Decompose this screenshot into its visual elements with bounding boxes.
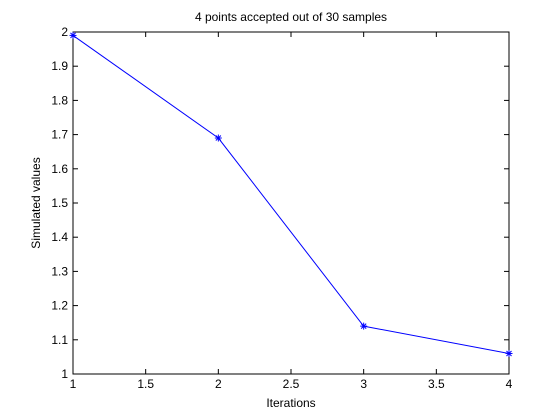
- data-point-marker: [69, 31, 77, 39]
- y-tick-label: 1.2: [51, 299, 68, 313]
- x-tick-label: 3.5: [428, 377, 445, 391]
- y-tick-label: 1.8: [51, 93, 68, 107]
- marker-stroke: [215, 135, 222, 141]
- x-tick-label: 2: [215, 377, 222, 391]
- x-tick-label: 1: [70, 377, 77, 391]
- x-axis-title: Iterations: [266, 396, 315, 410]
- y-tick-label: 1.6: [51, 162, 68, 176]
- y-tick-label: 1.9: [51, 59, 68, 73]
- y-tick-label: 1.5: [51, 196, 68, 210]
- y-tick-label: 1.7: [51, 128, 68, 142]
- data-point-marker: [214, 134, 222, 142]
- marker-stroke: [360, 323, 367, 329]
- y-tick-label: 1: [61, 367, 68, 381]
- y-tick-label: 1.4: [51, 230, 68, 244]
- marker-stroke: [70, 32, 76, 39]
- y-tick-label: 1.1: [51, 333, 68, 347]
- y-axis-title: Simulated values: [29, 157, 43, 248]
- x-ticks-group: 1 1.5 2 2.5 3 3.5 4: [70, 32, 513, 391]
- series-layer: [69, 31, 513, 357]
- series-line: [72, 35, 510, 354]
- marker-stroke: [506, 350, 512, 357]
- y-tick-label: 1.3: [51, 264, 68, 278]
- x-tick-label: 4: [506, 377, 513, 391]
- plot-area: [72, 31, 510, 375]
- x-tick-label: 1.5: [137, 377, 154, 391]
- y-ticks-group: 1 1.1 1.2 1.3 1.4 1.5 1.6 1.7 1.8 1.9 2: [51, 25, 509, 381]
- data-point-marker: [360, 322, 368, 330]
- x-tick-label: 2.5: [283, 377, 300, 391]
- x-tick-label: 3: [360, 377, 367, 391]
- data-point-marker: [505, 349, 513, 357]
- chart-title: 4 points accepted out of 30 samples: [195, 10, 387, 24]
- y-tick-label: 2: [61, 25, 68, 39]
